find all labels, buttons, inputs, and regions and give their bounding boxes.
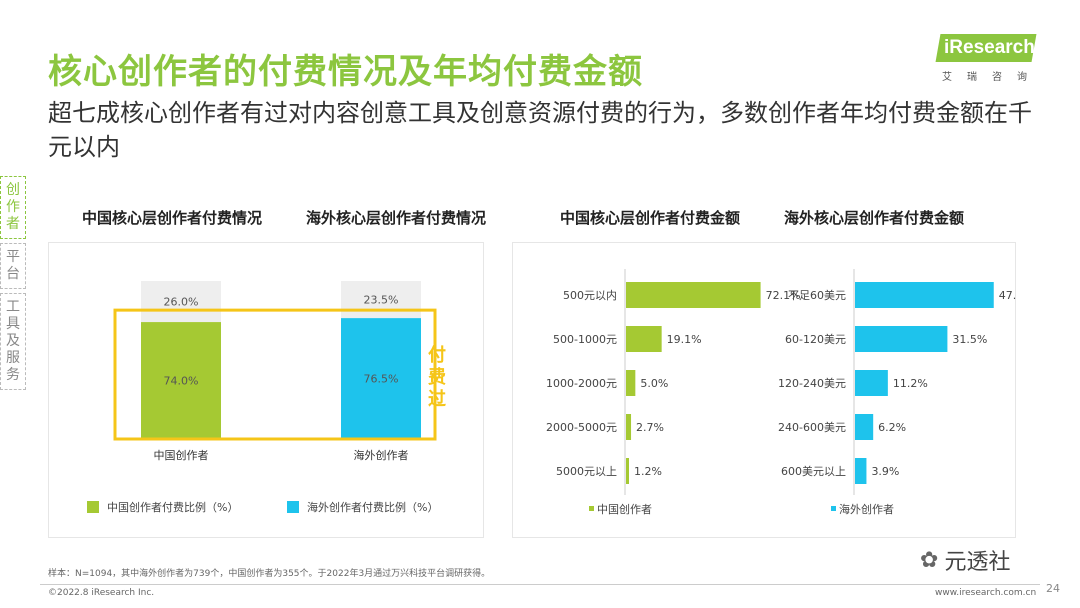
annotation-char: 付 xyxy=(428,344,446,366)
bar xyxy=(626,414,632,440)
copyright: ©2022.8 iResearch Inc. xyxy=(48,588,155,598)
highlight-frame xyxy=(113,308,437,441)
y-tick-label: 500元以内 xyxy=(563,288,617,302)
data-label-paid: 76.5% xyxy=(364,373,399,386)
legend-swatch xyxy=(831,506,836,511)
x-tick-label: 中国创作者 xyxy=(154,449,209,462)
chart-title-overseas-amount: 海外核心层创作者付费金额 xyxy=(783,209,964,227)
watermark: ✿ 元透社 xyxy=(920,544,1010,576)
data-label: 5.0% xyxy=(640,377,668,390)
wechat-icon: ✿ xyxy=(920,547,939,573)
y-tick-label: 1000-2000元 xyxy=(546,377,617,390)
horizontal-bar-charts: 500元以内 72.1% 500-1000元 19.1% 1000-2000元 5.0% 2… xyxy=(546,269,1034,516)
legend-label: 中国创作者 xyxy=(597,503,652,516)
watermark-text: 元透社 xyxy=(944,550,1011,575)
iresearch-logo: iResearch 艾瑞咨询 xyxy=(935,34,1044,84)
side-tab-nav: 创作者 平台 工具及服务 xyxy=(0,176,26,394)
legend-label: 海外创作者 xyxy=(839,502,894,516)
y-tick-label: 240-600美元 xyxy=(778,421,846,434)
data-label: 47.3% xyxy=(999,289,1017,302)
x-tick-label: 海外创作者 xyxy=(354,448,409,462)
bar-paid xyxy=(341,318,421,439)
bar xyxy=(626,458,629,484)
legend-label-overseas: 海外创作者付费比例（%） xyxy=(307,500,438,514)
logo-subtitle: 艾瑞咨询 xyxy=(942,72,1042,83)
side-tab-label: 平台 xyxy=(6,249,20,282)
legend-label-china: 中国创作者付费比例（%） xyxy=(107,500,238,514)
footer-divider xyxy=(40,584,1040,585)
page-title: 核心创作者的付费情况及年均付费金额 xyxy=(48,52,643,92)
data-label: 2.7% xyxy=(636,421,664,434)
data-label-unpaid: 26.0% xyxy=(164,296,199,309)
side-tab-tools[interactable]: 工具及服务 xyxy=(0,293,26,390)
bar xyxy=(855,326,948,352)
side-tab-platform[interactable]: 平台 xyxy=(0,243,26,289)
logo-brand: iResearch xyxy=(944,37,1035,58)
data-label: 31.5% xyxy=(952,333,987,346)
data-label: 6.2% xyxy=(878,421,906,434)
website-link[interactable]: www.iresearch.com.cn xyxy=(935,588,1037,598)
y-tick-label: 600美元以上 xyxy=(781,465,846,478)
y-tick-label: 2000-5000元 xyxy=(546,421,617,434)
bar xyxy=(855,282,994,308)
chart-title-china-pay: 中国核心层创作者付费情况 xyxy=(81,209,262,227)
bar xyxy=(855,458,867,484)
data-label-paid: 74.0% xyxy=(164,375,199,388)
side-tab-label: 创作者 xyxy=(6,182,20,232)
annotation-char: 过 xyxy=(428,388,446,410)
data-label: 19.1% xyxy=(667,333,702,346)
bar-paid xyxy=(141,322,221,439)
sample-note: 样本：N=1094，其中海外创作者为739个，中国创作者为355个。于2022年… xyxy=(48,569,491,579)
chart-panel-pay-status: 26.0% 74.0% 中国创作者 23.5% 76.5% 海外创作者 付费过中国创作者付费… xyxy=(48,242,484,538)
bar xyxy=(626,370,636,396)
bar-unpaid xyxy=(341,281,421,319)
chart-title-overseas-pay: 海外核心层创作者付费情况 xyxy=(305,209,486,227)
bar xyxy=(855,370,888,396)
bar-unpaid xyxy=(141,281,221,323)
y-tick-label: 120-240美元 xyxy=(778,377,846,390)
page-number: 24 xyxy=(1046,582,1060,595)
annotation-char: 费 xyxy=(428,367,446,388)
data-label-unpaid: 23.5% xyxy=(364,294,399,307)
chart-title-china-amount: 中国核心层创作者付费金额 xyxy=(559,209,740,227)
bar xyxy=(855,414,874,440)
bar xyxy=(626,326,662,352)
data-label: 11.2% xyxy=(893,377,928,390)
y-tick-label: 不足60美元 xyxy=(788,289,846,302)
bar xyxy=(626,282,761,308)
chart-panel-pay-amount: 500元以内 72.1% 500-1000元 19.1% 1000-2000元 5.0% 2… xyxy=(512,242,1034,538)
stacked-bar-chart: 26.0% 74.0% 中国创作者 23.5% 76.5% 海外创作者 付费过中国创作者付费… xyxy=(87,281,446,514)
y-tick-label: 500-1000元 xyxy=(553,333,617,346)
data-label: 3.9% xyxy=(871,465,899,478)
legend-swatch xyxy=(589,506,594,511)
legend-swatch-overseas xyxy=(287,501,299,513)
y-tick-label: 5000元以上 xyxy=(556,465,617,478)
data-label: 1.2% xyxy=(634,465,662,478)
side-tab-creators[interactable]: 创作者 xyxy=(0,176,26,239)
page-subtitle: 超七成核心创作者有过对内容创意工具及创意资源付费的行为，多数创作者年均付费金额在… xyxy=(48,99,1032,161)
side-tab-label: 工具及服务 xyxy=(6,299,20,383)
data-label: 72.1% xyxy=(766,289,801,302)
legend-swatch-china xyxy=(87,501,99,513)
y-tick-label: 60-120美元 xyxy=(785,333,846,346)
